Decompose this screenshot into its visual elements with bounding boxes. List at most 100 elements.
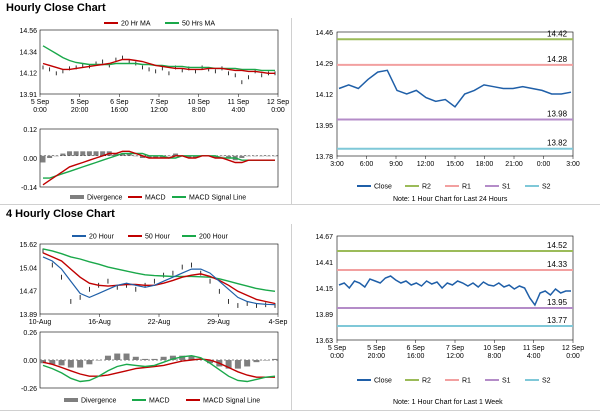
hourly-ma20-line [42,58,275,74]
hourly-macd-line [42,150,275,186]
hourly-divergence-bar [245,155,251,157]
hourly-pivot-x-tick-label: 18:00 [476,161,494,168]
hourly-price-ma50-legend-label: 50 Hrs MA [182,21,215,28]
four-hourly-section-title: 4 Hourly Close Chart [6,208,115,220]
weekly-pivot-y-tick-label: 13.63 [315,338,333,345]
hourly-price-ma20-legend-label: 20 Hr MA [121,21,151,28]
four-hourly-price-x-tick-label: 4-Sep [269,319,288,326]
hourly-price-x-tick-label: 20:00 [71,107,89,114]
hourly-pivot-x-tick-label: 21:00 [505,161,523,168]
hourly-price-y-tick-label: 14.34 [19,49,37,56]
four-hourly-divergence-bar [49,360,56,365]
hourly-price-x-tick-label: 12 Sep [267,99,289,106]
four-hourly-divergence-bar [86,360,93,365]
weekly-note: Note: 1 Hour Chart for Last 1 Week [393,399,503,406]
four-hourly-divergence-bar [95,360,102,361]
four-hourly-divergence-bar [272,358,278,360]
four-hourly-divergence-bar [132,356,139,360]
hourly-divergence-bar [120,153,126,156]
weekly-pivot-x-tick-label: 10 Sep [483,345,505,352]
hourly-ma50-line [42,45,275,72]
four-hourly-macd-chart: 0.26 0.00 -0.26 Divergence MACD MACD Signal L… [21,330,279,405]
hourly-divergence-bar [252,155,258,157]
four-hourly-divergence-bar [244,360,251,367]
hourly-pivot-x-tick-label: 15:00 [446,161,464,168]
hourly-macd-y-tick-label: -0.14 [21,185,37,192]
four-hourly-price-x-tick-label: 29-Aug [207,319,230,326]
hourly-macd-legend-label: MACD [145,195,166,202]
hourly-price-x-tick-label: 11 Sep [227,99,249,106]
hourly-price-y-tick-label: 14.12 [19,71,37,78]
four-hourly-50-legend-label: 50 Hour [145,234,171,241]
hourly-divergence-legend-label: Divergence [87,195,123,202]
hourly-pivot-level-label-r1: 14.28 [547,55,568,64]
hourly-divergence-bar [166,155,172,157]
four-hourly-divergence-legend-label: Divergence [81,398,117,405]
weekly-pivot-s1-legend-label: S1 [502,378,511,385]
four-hourly-price-y-tick-label: 13.89 [19,312,37,319]
four-hourly-200-line [42,248,276,292]
four-hourly-price-plot-area [39,243,279,315]
weekly-pivot-r2-legend-label: R2 [422,378,431,385]
hourly-pivot-x-tick-label: 6:00 [360,161,374,168]
hourly-divergence-bar [173,153,179,156]
hourly-divergence-bar [100,151,106,156]
four-hourly-divergence-bar [253,360,260,363]
section-divider [0,204,600,205]
hourly-price-x-tick-label: 0:00 [33,107,47,114]
weekly-pivot-x-tick-label: 5 Sep [367,345,385,352]
four-hourly-divergence-bar [225,360,232,369]
four-hourly-divergence-bar [262,360,269,361]
hourly-divergence-bar [60,153,66,156]
hourly-pivot-r2-legend-label: R2 [422,184,431,191]
hourly-divergence-bar [146,155,152,158]
hourly-divergence-bar [259,155,265,157]
four-hourly-macd-line [42,354,276,383]
four-hourly-divergence-bar [160,356,167,360]
four-hourly-divergence-bar [40,360,46,364]
hourly-pivot-level-label-r2: 14.42 [547,29,568,38]
weekly-pivot-level-label-r1: 14.33 [547,260,568,269]
four-hourly-divergence-bar [114,353,121,360]
four-hourly-divergence-bar [169,355,176,360]
hourly-macd-y-tick-label: 0.12 [23,127,37,134]
four-hourly-20-line [42,256,276,306]
weekly-pivot-level-label-r2: 14.52 [547,241,568,250]
four-hourly-divergence-bar [67,360,74,368]
hourly-price-x-tick-label: 8:00 [192,107,206,114]
hourly-divergence-bar [265,155,271,157]
weekly-pivot-x-tick-label: 16:00 [407,353,425,360]
four-hourly-macd-y-tick-label: -0.26 [21,386,37,393]
weekly-pivot-y-tick-label: 14.67 [315,234,333,241]
weekly-pivot-close-line [338,275,571,307]
hourly-divergence-bar [212,155,218,158]
top-vertical-divider [291,18,292,204]
hourly-divergence-bar [53,155,59,157]
weekly-pivot-x-tick-label: 0:00 [566,353,580,360]
hourly-divergence-bar [226,155,232,158]
hourly-divergence-bar [86,151,92,156]
hourly-section-title: Hourly Close Chart [6,2,106,14]
four-hourly-price-x-tick-label: 16-Aug [88,319,111,326]
hourly-divergence-bar [186,155,192,158]
hourly-divergence-bar [153,155,159,158]
four-hourly-divergence-bar [234,360,241,369]
weekly-pivot-x-tick-label: 4:00 [527,353,541,360]
four-hourly-divergence-bar [104,355,111,360]
hourly-pivot-x-tick-label: 0:00 [537,161,551,168]
hourly-divergence-bar [192,155,198,158]
hourly-pivot-y-tick-label: 13.95 [315,123,333,130]
four-hourly-macd-y-tick-label: 0.00 [23,358,37,365]
four-hourly-divergence-bar [188,355,195,360]
weekly-pivot-r1-legend-label: R1 [462,378,471,385]
weekly-pivot-y-tick-label: 14.41 [315,260,333,267]
four-hourly-divergence-bar [179,355,186,360]
hourly-pivot-plot-area [336,31,574,157]
four-hourly-divergence-bar [207,360,214,364]
four-hourly-divergence-bar [151,358,158,360]
hourly-pivot-y-tick-label: 14.29 [315,61,333,68]
weekly-pivot-x-tick-label: 11 Sep [523,345,545,352]
